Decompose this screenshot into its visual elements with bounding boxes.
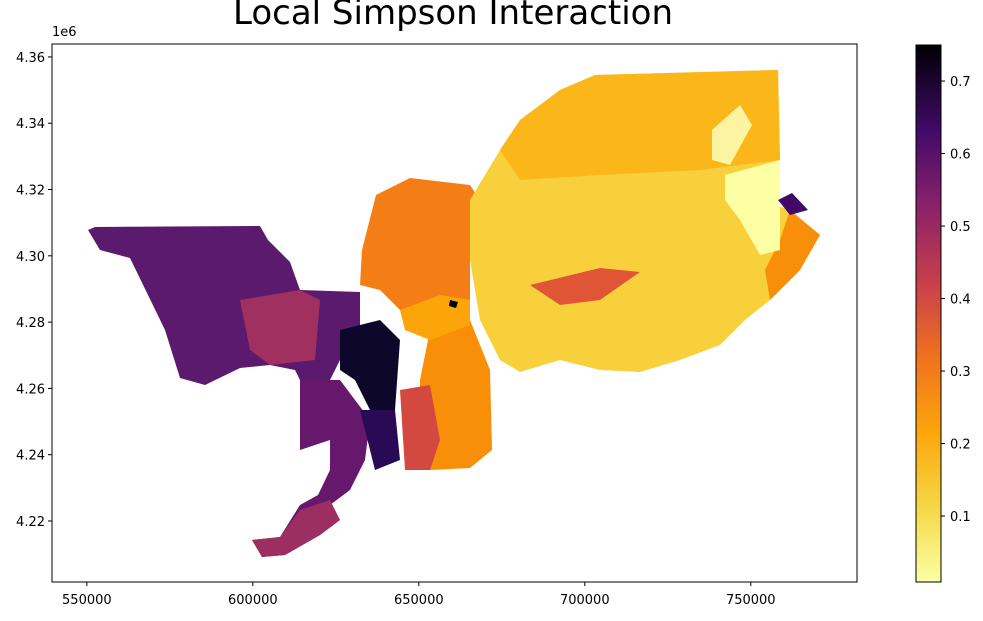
y-tick-label: 4.26 xyxy=(16,382,45,397)
y-tick-label: 4.30 xyxy=(16,250,45,265)
x-tick-label: 750000 xyxy=(726,593,776,608)
colorbar-tick-label: 0.5 xyxy=(950,220,971,235)
colorbar-tick-label: 0.3 xyxy=(950,365,971,380)
colorbar-tick-label: 0.2 xyxy=(950,438,971,453)
plot-frame xyxy=(51,43,858,583)
colorbar-tick-label: 0.7 xyxy=(950,75,971,90)
x-tick-label: 550000 xyxy=(62,593,112,608)
colorbar-tick-label: 0.6 xyxy=(950,148,971,163)
y-tick-label: 4.34 xyxy=(16,117,45,132)
colorbar xyxy=(915,44,942,583)
colorbar-tick-label: 0.4 xyxy=(950,293,971,308)
y-tick-label: 4.28 xyxy=(16,316,45,331)
map xyxy=(88,70,820,557)
colorbar-tick-label: 0.1 xyxy=(950,510,971,525)
x-tick-label: 700000 xyxy=(560,593,610,608)
y-tick-label: 4.22 xyxy=(16,515,45,530)
x-tick-label: 600000 xyxy=(228,593,278,608)
chart-title: Local Simpson Interaction xyxy=(233,0,673,33)
y-tick-label: 4.36 xyxy=(16,51,45,66)
y-tick-label: 4.32 xyxy=(16,184,45,199)
y-tick-label: 4.24 xyxy=(16,449,45,464)
x-tick-label: 650000 xyxy=(394,593,444,608)
y-offset-label: 1e6 xyxy=(52,25,77,40)
